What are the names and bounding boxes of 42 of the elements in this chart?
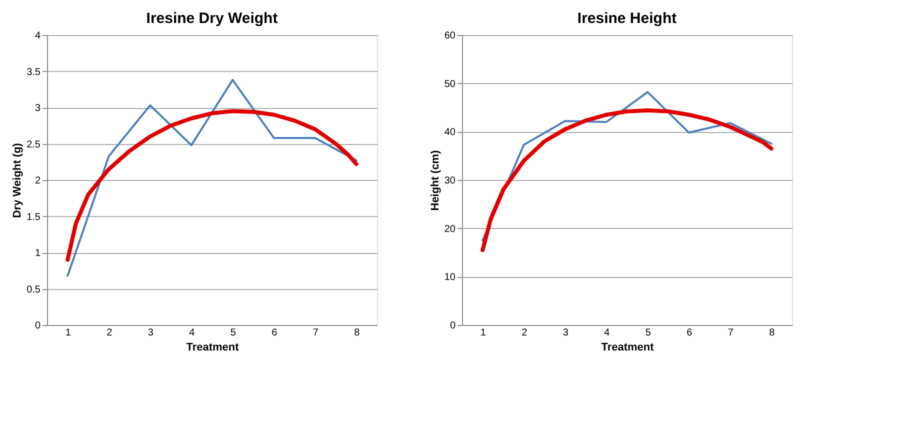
line-series (480, 108, 774, 252)
x-axis-title: Treatment (186, 342, 240, 354)
y-tick-label: 2.5 (26, 139, 41, 150)
y-tick-label: 3 (34, 103, 41, 114)
x-tick-label: 7 (728, 328, 734, 338)
line-series (66, 78, 358, 277)
x-tick-label: 1 (65, 328, 72, 338)
x-tick-label: 8 (769, 328, 776, 338)
y-tick-label: 40 (444, 127, 456, 138)
y-tick-label: 2 (34, 176, 41, 186)
x-tick-label: 2 (522, 328, 528, 338)
y-tick-label: 0 (450, 320, 456, 332)
y-tick-label: 30 (444, 176, 456, 186)
y-tick-label: 20 (444, 224, 456, 235)
y-axis-title: Dry Weight (g) (12, 142, 24, 218)
y-tick-label: 1 (34, 248, 41, 259)
line-series (482, 91, 772, 242)
x-tick-label: 8 (354, 328, 360, 338)
y-tick-label: 10 (444, 272, 456, 284)
y-tick-label: 0.5 (26, 284, 41, 296)
line-series (66, 109, 358, 262)
x-tick-label: 5 (230, 328, 236, 338)
x-tick-label: 4 (604, 328, 610, 338)
y-tick-label: 60 (444, 30, 456, 42)
x-tick-label: 3 (562, 328, 569, 338)
x-axis-title: Treatment (601, 342, 654, 354)
y-tick-label: 0 (34, 320, 41, 332)
y-tick-label: 4 (34, 30, 41, 42)
x-tick-label: 6 (272, 328, 278, 338)
x-tick-label: 6 (686, 328, 693, 338)
x-tick-label: 2 (106, 328, 113, 338)
x-tick-label: 7 (312, 328, 319, 338)
y-axis-title: Height (cm) (429, 150, 442, 211)
chart-title: Iresine Dry Weight (146, 10, 278, 27)
x-tick-label: 1 (480, 328, 486, 338)
y-tick-label: 3.5 (26, 66, 41, 78)
x-tick-label: 3 (148, 328, 154, 338)
x-tick-label: 5 (645, 328, 652, 338)
y-tick-label: 1.5 (26, 212, 41, 223)
chart-title: Iresine Height (577, 10, 677, 27)
x-tick-label: 4 (189, 328, 196, 338)
y-tick-label: 50 (444, 78, 456, 90)
